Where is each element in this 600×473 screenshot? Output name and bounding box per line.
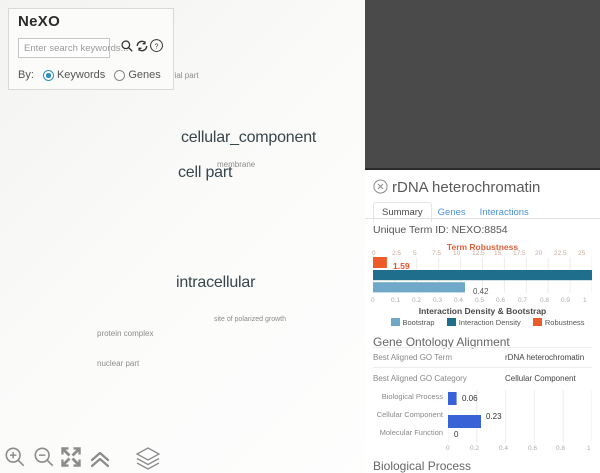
svg-text:?: ? [155,43,159,50]
